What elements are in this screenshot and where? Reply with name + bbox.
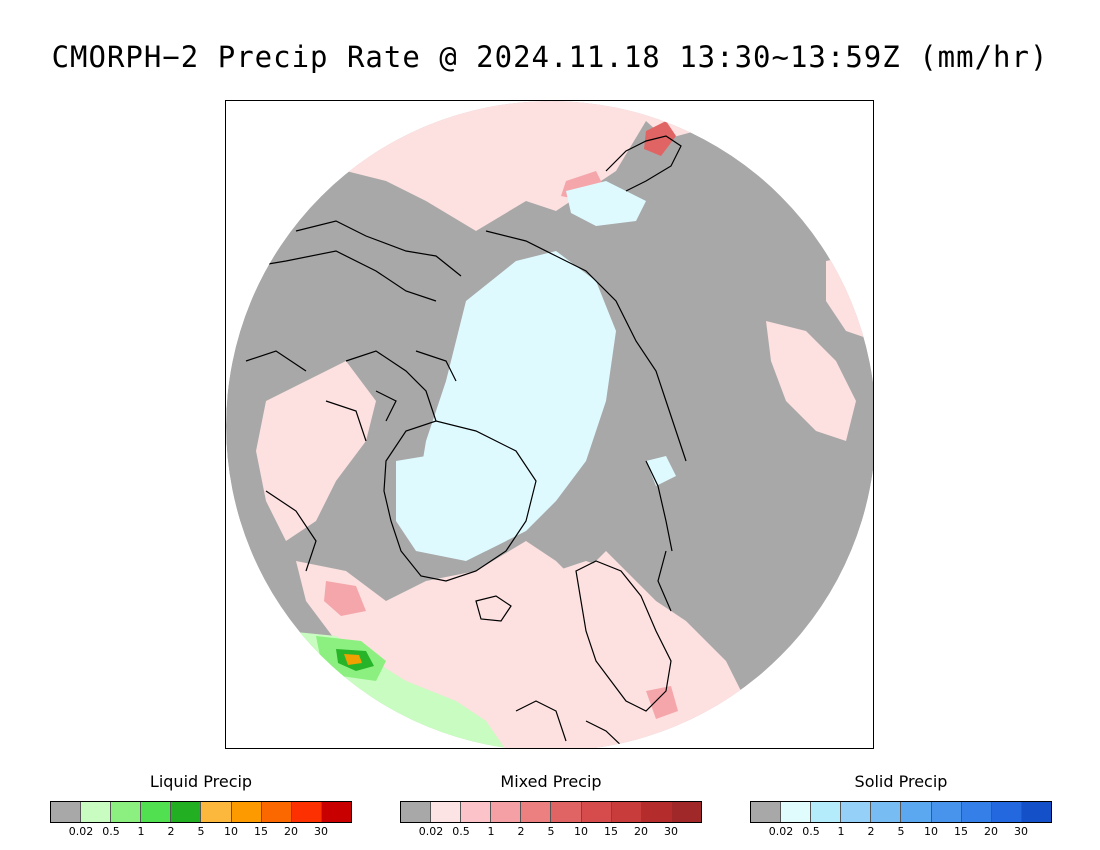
mixed-precip-region-canada — [256, 361, 376, 541]
coastline-europe — [515, 700, 627, 748]
polar-precip-map — [226, 101, 873, 748]
legend-swatch-8 — [291, 802, 322, 822]
legend-swatch-6 — [931, 802, 962, 822]
coastline-novaya-zemlya — [645, 460, 673, 612]
legend-tick-label: 1 — [137, 825, 145, 838]
legend-swatch-3 — [841, 802, 872, 822]
legend-tick-label: 15 — [254, 825, 268, 838]
solid-precip-region-greenland — [396, 451, 526, 561]
mixed-precip-spot-north-sea — [646, 686, 678, 719]
coastline-kamchatka — [605, 135, 682, 192]
legend-tick-label: 20 — [984, 825, 998, 838]
legend-swatch-0 — [51, 802, 82, 822]
liquid-precip-region-very-heavy — [344, 654, 362, 665]
legend-tick-label: 20 — [634, 825, 648, 838]
legend-swatch-5 — [901, 802, 932, 822]
legend-swatch-6 — [581, 802, 612, 822]
legend-tick-label: 0.02 — [68, 825, 94, 838]
legend-swatch-4 — [521, 802, 552, 822]
legend-tick-label: 15 — [604, 825, 618, 838]
legend-colorbar-solid — [750, 801, 1052, 823]
legend-swatch-2 — [461, 802, 492, 822]
legend-tick-label: 0.02 — [418, 825, 444, 838]
legend-swatch-5 — [551, 802, 582, 822]
legend-tick-label: 10 — [574, 825, 588, 838]
coastline-scandinavia — [575, 560, 672, 712]
legend-tick-label: 5 — [197, 825, 205, 838]
legend-mixed-precip: Mixed Precip 0.02 0.5 1 2 5 10 15 20 30 — [400, 772, 702, 839]
legend-colorbar-mixed — [400, 801, 702, 823]
mixed-precip-region-scandinavia — [556, 561, 666, 721]
coastline-siberia — [485, 230, 687, 462]
legend-tick-label: 0.5 — [452, 825, 470, 838]
legend-tick-label: 2 — [867, 825, 875, 838]
mixed-precip-region-siberia — [766, 321, 856, 441]
legend-tick-label: 30 — [1014, 825, 1028, 838]
legend-swatch-5 — [201, 802, 232, 822]
legend-tick-label: 5 — [897, 825, 905, 838]
legend-tick-label: 0.02 — [768, 825, 794, 838]
legend-tick-label: 10 — [924, 825, 938, 838]
legend-swatch-6 — [231, 802, 262, 822]
legend-swatch-8 — [641, 802, 672, 822]
legend-title-liquid: Liquid Precip — [149, 772, 253, 791]
legend-title-solid: Solid Precip — [854, 772, 948, 791]
legend-swatch-1 — [431, 802, 462, 822]
legend-tick-label: 1 — [487, 825, 495, 838]
legend-swatch-7 — [611, 802, 642, 822]
legend-tick-label: 30 — [664, 825, 678, 838]
legend-tick-label: 30 — [314, 825, 328, 838]
legend-swatch-4 — [871, 802, 902, 822]
legend-tick-label: 2 — [517, 825, 525, 838]
coastline-greenland — [383, 420, 537, 582]
solid-precip-region-east-siberia — [566, 181, 646, 226]
legend-swatch-9 — [321, 802, 351, 822]
legend-swatch-1 — [781, 802, 812, 822]
legend-ticks-solid: 0.02 0.5 1 2 5 10 15 20 30 — [750, 825, 1052, 839]
legend-colorbar-liquid — [50, 801, 352, 823]
legend-swatch-3 — [141, 802, 172, 822]
coastline-canadian-archipelago — [325, 350, 457, 442]
coastline-alaska — [295, 220, 462, 277]
legend-ticks-mixed: 0.02 0.5 1 2 5 10 15 20 30 — [400, 825, 702, 839]
legend-swatch-9 — [671, 802, 701, 822]
legend-tick-label: 2 — [167, 825, 175, 838]
legend-ticks-liquid: 0.02 0.5 1 2 5 10 15 20 30 — [50, 825, 352, 839]
legend-tick-label: 15 — [954, 825, 968, 838]
legend-swatch-0 — [751, 802, 782, 822]
legend-swatch-0 — [401, 802, 432, 822]
legend-swatch-3 — [491, 802, 522, 822]
legend-swatch-2 — [111, 802, 142, 822]
legend-tick-label: 20 — [284, 825, 298, 838]
legend-swatch-7 — [961, 802, 992, 822]
legend-swatch-7 — [261, 802, 292, 822]
legend-solid-precip: Solid Precip 0.02 0.5 1 2 5 10 15 20 30 — [750, 772, 1052, 839]
legend-title-mixed: Mixed Precip — [500, 772, 602, 791]
legend-tick-label: 5 — [547, 825, 555, 838]
legend-tick-label: 1 — [837, 825, 845, 838]
legend-liquid-precip: Liquid Precip 0.02 0.5 1 2 5 10 15 20 30 — [50, 772, 352, 839]
mixed-precip-spot-atlantic — [324, 581, 366, 616]
legend-swatch-9 — [1021, 802, 1051, 822]
coastline-iceland — [475, 595, 512, 622]
map-panel — [225, 100, 874, 749]
chart-title: CMORPH−2 Precip Rate @ 2024.11.18 13:30~… — [51, 40, 1049, 74]
legend-tick-label: 10 — [224, 825, 238, 838]
legend-swatch-8 — [991, 802, 1022, 822]
solid-precip-region-kara — [646, 456, 676, 486]
coastline-north-america — [226, 250, 437, 572]
legend-tick-label: 0.5 — [102, 825, 120, 838]
legend-swatch-2 — [811, 802, 842, 822]
legend-swatch-1 — [81, 802, 112, 822]
legend-swatch-4 — [171, 802, 202, 822]
legend-tick-label: 0.5 — [802, 825, 820, 838]
mixed-precip-spot-pacific — [644, 121, 676, 156]
